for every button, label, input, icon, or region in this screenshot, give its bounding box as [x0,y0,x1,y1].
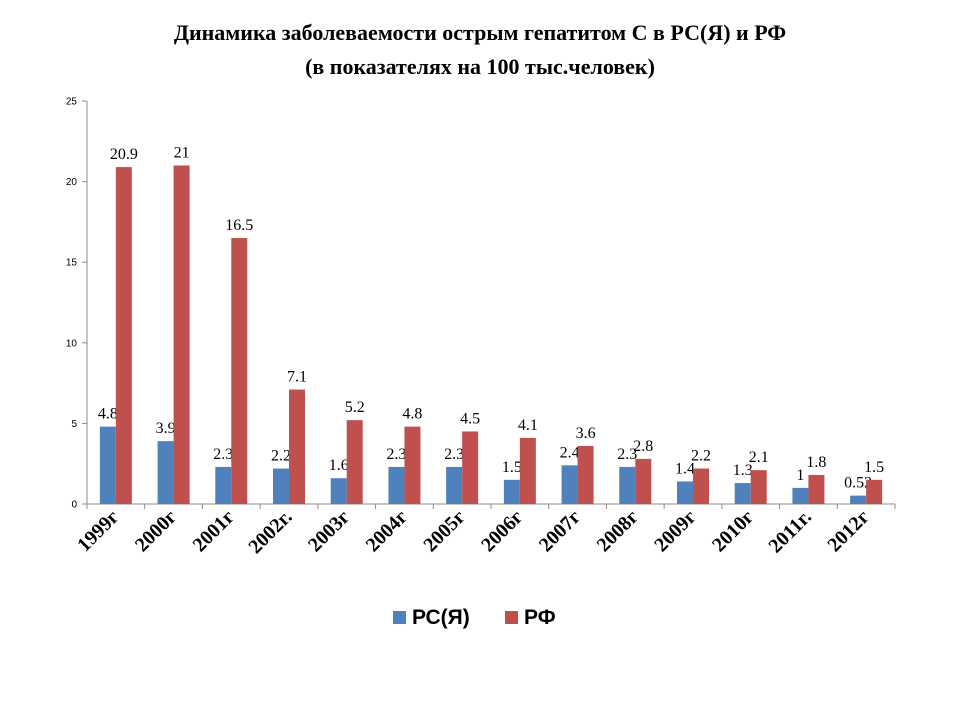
legend-label: РФ [524,606,556,629]
x-tick-label: 2012г [823,506,873,556]
x-tick-label: 2005г [419,506,469,556]
data-label: 1.4 [675,460,695,477]
bar-rf [808,474,825,504]
x-tick-label: 2003г [304,506,354,556]
bar-rsya [619,466,636,504]
x-tick-label: 2000г [131,506,181,556]
data-label: 4.8 [98,406,118,423]
y-tick-label: 25 [66,97,78,108]
bar-rf [866,479,883,504]
legend-swatch [393,611,406,624]
bar-rsya [388,466,405,504]
bar-rsya [99,426,116,504]
bar-rf [115,167,132,505]
y-tick-label: 20 [66,177,78,188]
bar-rsya [792,487,809,504]
data-label: 1.5 [864,459,884,476]
data-label: 1.6 [329,457,349,474]
y-tick-label: 10 [66,338,78,349]
x-tick-label: 2008г [593,506,643,556]
bar-rsya [734,483,751,504]
x-tick-label: 2011г. [765,506,816,557]
bar-rsya [850,495,867,504]
data-label: 2.2 [271,448,291,465]
x-tick-label: 1999г [73,506,123,556]
data-label: 1.8 [806,454,826,471]
data-label: 5.2 [345,399,365,416]
x-tick-label: 2009г [650,506,700,556]
data-label: 0.52 [844,475,872,492]
bar-rf [462,431,479,504]
bar-rf [693,468,709,504]
bar-rf [346,420,363,504]
data-label: 2.8 [633,438,653,455]
data-label: 20.9 [110,146,138,163]
y-tick-label: 5 [71,419,77,430]
x-tick-label: 2006г [477,506,527,556]
legend-swatch [505,611,518,624]
bar-rf [404,426,421,504]
bar-rf [519,437,536,504]
x-tick-label: 2004г [362,506,412,556]
data-label: 4.8 [402,406,422,423]
bar-rf [173,165,190,505]
bar-rf [231,238,248,504]
data-label: 16.5 [225,217,253,234]
data-label: 4.1 [518,417,538,434]
data-label: 7.1 [287,369,307,386]
data-label: 2.1 [749,449,769,466]
y-tick-label: 15 [66,258,78,269]
bar-rf [577,445,594,504]
x-tick-label: 2007г [535,506,585,556]
legend-label: РС(Я) [412,606,470,629]
bar-rsya [215,466,232,504]
bar-rsya [330,478,347,504]
data-label: 4.5 [460,410,480,427]
data-label: 2.4 [560,444,580,461]
x-tick-label: 2010г [708,506,758,556]
bar-rsya [273,468,289,504]
data-label: 2.3 [386,446,406,463]
data-label: 3.9 [156,420,176,437]
data-label: 2.3 [444,446,464,463]
data-label: 21 [174,144,190,161]
x-tick-label: 2001г [189,506,239,556]
bar-rf [750,470,767,504]
y-tick-label: 0 [71,500,77,511]
bar-rf [635,458,652,504]
bar-rsya [677,481,693,504]
bar-rsya [446,466,463,504]
data-label: 2.2 [691,448,711,465]
bar-rsya [503,479,520,504]
bar-rsya [157,441,174,504]
chart-subtitle: (в показателях на 100 тыс.человек) [305,54,655,79]
data-label: 1.3 [733,462,753,479]
data-label: 1 [796,467,804,484]
data-label: 1.5 [502,459,522,476]
bar-rf [289,389,305,504]
x-tick-label: 2002г. [244,506,296,558]
chart-title: Динамика заболеваемости острым гепатитом… [173,20,787,45]
data-label: 3.6 [576,425,596,442]
bar-rsya [561,465,578,504]
data-label: 2.3 [617,446,637,463]
data-label: 2.3 [213,446,233,463]
